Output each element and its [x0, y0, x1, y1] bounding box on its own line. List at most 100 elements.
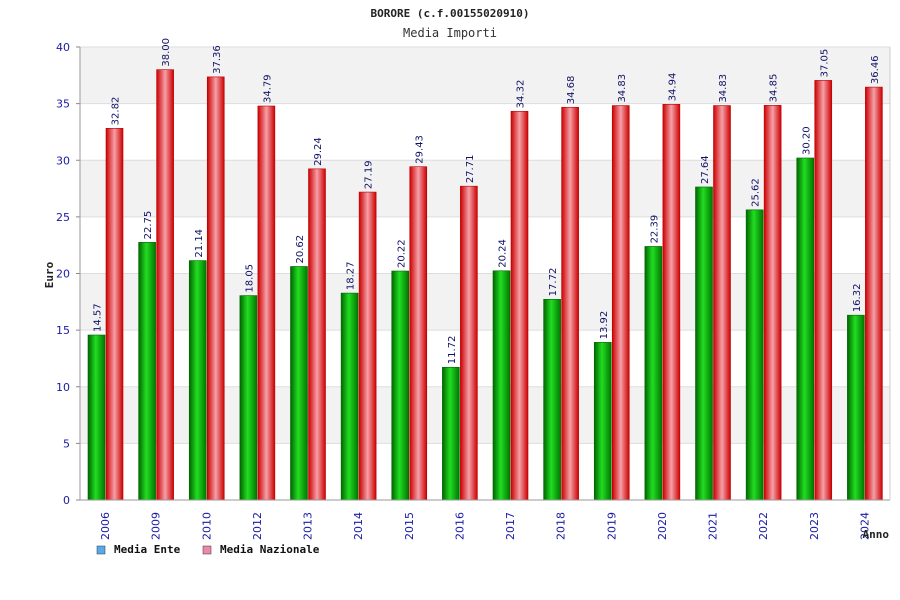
- y-axis-ticks: 0 5 10 15 20 25 30 35 40: [56, 41, 80, 507]
- value-label: 34.85: [769, 74, 780, 103]
- bar-media-nazionale-2022: [763, 105, 782, 501]
- bar-media-nazionale-2018: [561, 106, 579, 501]
- value-label: 34.83: [718, 74, 729, 103]
- x-tick-label: 2020: [656, 512, 669, 540]
- bar-media-nazionale-2006: [105, 128, 124, 501]
- axes: [79, 47, 891, 501]
- value-label: 34.94: [667, 73, 678, 102]
- bar-media-ente-2016: [442, 366, 460, 501]
- value-label: 20.62: [295, 235, 306, 264]
- bar-media-nazionale-2009: [156, 69, 174, 501]
- bar-media-ente-2019: [593, 342, 612, 501]
- value-label: 11.72: [447, 336, 458, 365]
- bar-media-ente-2006: [87, 334, 106, 501]
- value-label: 17.72: [548, 268, 559, 297]
- value-label: 27.71: [465, 155, 476, 184]
- bar-media-nazionale-2010: [206, 76, 225, 501]
- value-label: 18.05: [244, 264, 255, 293]
- value-label: 38.00: [161, 38, 172, 67]
- x-tick-label: 2024: [858, 512, 871, 540]
- y-tick-label: 15: [56, 324, 70, 337]
- x-tick-label: 2006: [99, 512, 112, 540]
- y-tick-label: 5: [63, 437, 70, 450]
- chart-title: BORORE (c.f.00155020910): [371, 7, 530, 20]
- legend-swatch-media-ente: [96, 545, 106, 555]
- y-tick-label: 30: [56, 154, 70, 167]
- bar-media-ente-2020: [644, 246, 663, 501]
- bar-media-nazionale-2012: [257, 105, 276, 501]
- bar-media-nazionale-2016: [460, 185, 478, 501]
- value-label: 29.24: [313, 137, 324, 166]
- value-label: 20.22: [396, 239, 407, 268]
- y-axis-label: Euro: [43, 261, 56, 288]
- chart-subtitle: Media Importi: [403, 26, 497, 40]
- value-label: 29.43: [414, 135, 425, 164]
- bar-media-nazionale-2023: [814, 80, 833, 501]
- bar-media-ente-2012: [239, 295, 258, 501]
- y-tick-label: 40: [56, 41, 70, 54]
- value-label: 37.36: [212, 45, 223, 74]
- bar-media-ente-2022: [745, 209, 764, 501]
- value-label: 22.75: [143, 211, 154, 240]
- value-label: 30.20: [801, 126, 812, 155]
- bar-media-nazionale-2014: [358, 191, 377, 501]
- y-tick-label: 35: [56, 98, 70, 111]
- value-label: 27.19: [364, 160, 375, 189]
- legend-swatch-media-nazionale: [202, 545, 212, 555]
- x-tick-label: 2016: [453, 512, 466, 540]
- value-label: 27.64: [700, 155, 711, 184]
- value-label: 37.05: [819, 49, 830, 78]
- value-labels: 14.57 32.82 22.75 38.00 21.14 37.36 18.05 34.79…: [93, 38, 881, 364]
- x-tick-label: 2022: [757, 512, 770, 540]
- x-tick-label: 2021: [707, 512, 720, 540]
- bar-media-ente-2021: [695, 186, 713, 501]
- bar-media-ente-2023: [796, 157, 815, 501]
- value-label: 13.92: [599, 311, 610, 340]
- value-label: 32.82: [111, 97, 122, 126]
- x-tick-label: 2019: [605, 512, 618, 540]
- y-tick-label: 25: [56, 211, 70, 224]
- value-label: 16.32: [852, 284, 863, 313]
- bar-media-nazionale-2024: [865, 86, 883, 501]
- value-label: 34.83: [617, 74, 628, 103]
- y-tick-label: 10: [56, 381, 70, 394]
- x-tick-label: 2023: [808, 512, 821, 540]
- bar-media-ente-2017: [492, 270, 511, 501]
- bar-media-ente-2018: [543, 299, 561, 501]
- x-tick-label: 2014: [352, 512, 365, 540]
- x-tick-label: 2018: [555, 512, 568, 540]
- value-label: 34.32: [516, 80, 527, 109]
- bar-media-ente-2009: [138, 242, 156, 501]
- x-tick-label: 2013: [302, 512, 315, 540]
- value-label: 34.79: [262, 74, 273, 103]
- legend-label-media-ente: Media Ente: [114, 543, 181, 556]
- bar-media-ente-2010: [188, 260, 207, 501]
- x-tick-label: 2017: [504, 512, 517, 540]
- bar-media-nazionale-2019: [611, 105, 630, 501]
- value-label: 25.62: [751, 178, 762, 207]
- x-tick-label: 2012: [251, 512, 264, 540]
- bar-media-nazionale-2021: [713, 105, 731, 501]
- bar-media-ente-2024: [847, 314, 865, 501]
- bars: [87, 69, 883, 501]
- bar-media-ente-2015: [391, 270, 410, 501]
- bar-media-nazionale-2013: [308, 168, 326, 501]
- value-label: 22.39: [649, 215, 660, 244]
- bar-media-ente-2013: [290, 266, 308, 501]
- value-label: 18.27: [346, 261, 357, 290]
- x-axis-label: Anno: [863, 528, 890, 541]
- value-label: 36.46: [870, 55, 881, 84]
- value-label: 34.68: [566, 76, 577, 105]
- value-label: 20.24: [498, 239, 509, 268]
- x-tick-label: 2015: [403, 512, 416, 540]
- bar-media-ente-2014: [340, 292, 359, 501]
- x-axis-ticks: 2006 2009 2010 2012 2013 2014 2015 2016 2017 2018…: [99, 512, 871, 540]
- x-tick-label: 2010: [200, 512, 213, 540]
- value-label: 14.57: [93, 303, 104, 332]
- bar-media-nazionale-2020: [662, 104, 681, 501]
- bar-media-nazionale-2015: [409, 166, 428, 501]
- legend: Media Ente Media Nazionale: [96, 543, 320, 556]
- y-tick-label: 0: [63, 494, 70, 507]
- value-label: 21.14: [194, 229, 205, 258]
